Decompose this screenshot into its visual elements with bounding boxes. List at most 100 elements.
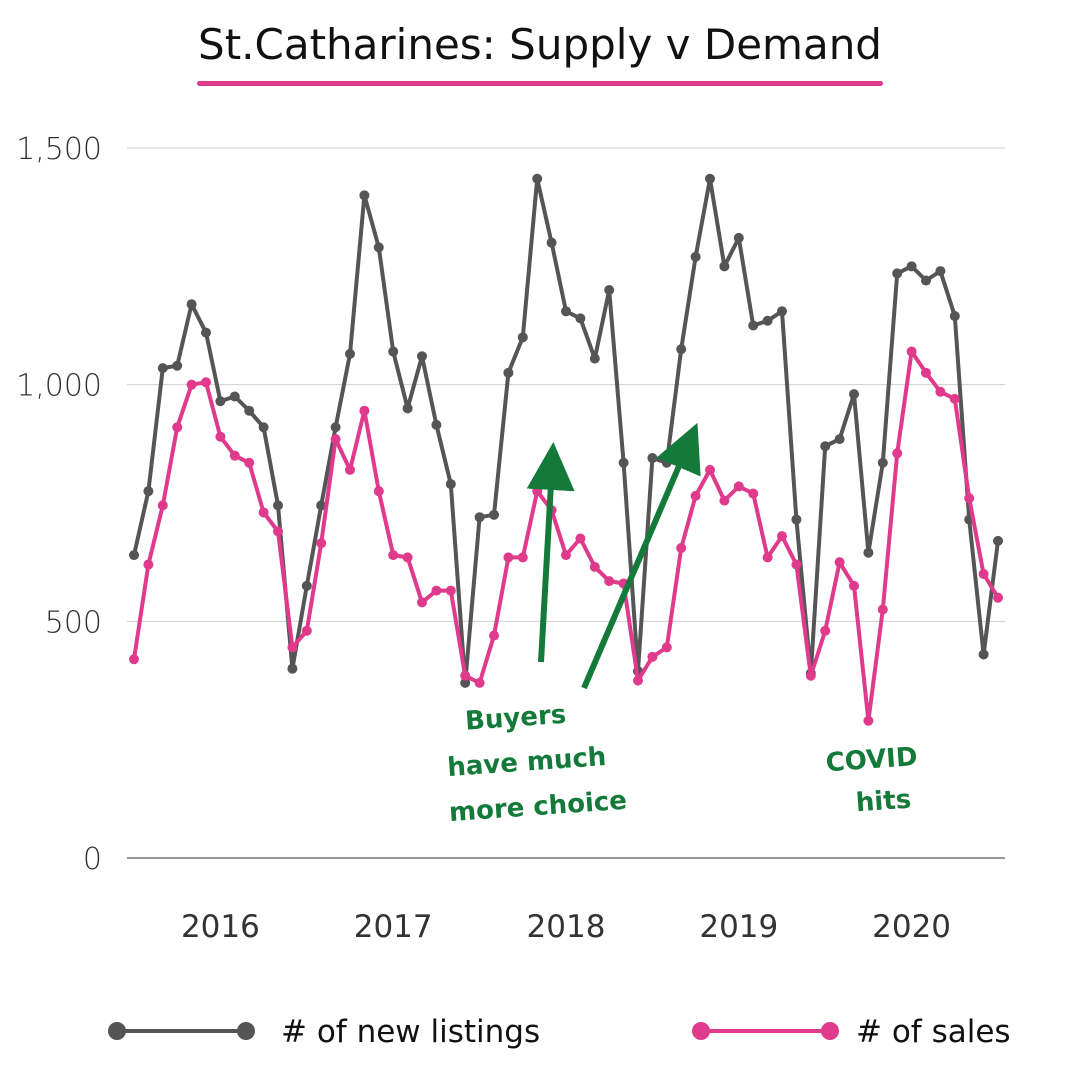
data-point [445,479,456,490]
data-point [762,552,773,563]
data-point [460,677,471,688]
data-point [301,625,312,636]
data-point [863,715,874,726]
data-point [301,580,312,591]
data-point [863,547,874,558]
y-tick-label: 500 [45,605,102,640]
data-point [330,422,341,433]
y-tick-label: 0 [83,842,102,877]
data-point [834,434,845,445]
data-point [834,557,845,568]
data-point [345,464,355,475]
data-point [474,677,485,688]
legend-marker [821,1022,839,1040]
data-point [820,625,831,636]
data-point [330,434,341,445]
data-point [777,306,787,317]
data-point [143,486,154,497]
data-point [172,360,183,371]
data-point [820,441,831,452]
data-point [877,457,888,468]
y-tick-label: 1,000 [16,369,102,404]
data-point [647,453,658,464]
data-point [762,315,773,326]
x-tick-label: 2017 [354,909,433,945]
data-point [575,313,586,324]
series-layer [129,173,1003,726]
data-point [503,367,514,378]
x-tick-label: 2019 [699,909,778,945]
data-point [978,649,989,660]
data-point [287,663,298,674]
data-point [517,552,528,563]
data-point [791,514,802,525]
data-point [589,561,600,572]
data-point [215,396,226,407]
legend-marker [692,1022,710,1040]
data-point [431,419,442,430]
data-point [417,597,427,608]
data-point [157,500,168,511]
data-point [546,237,557,248]
data-point [791,559,802,570]
data-point [676,344,687,355]
data-point [589,353,600,364]
annotation-arrow [526,442,575,663]
legend: # of new listings # of sales [108,1014,1011,1050]
data-point [402,552,413,563]
chart-title: St.Catharines: Supply v Demand [198,20,882,69]
data-point [993,535,1003,546]
data-point [733,481,744,492]
data-point [474,512,485,523]
data-point [719,261,730,272]
data-point [906,261,917,272]
annotation-line: COVID [825,742,919,778]
legend-label: # of new listings [281,1014,540,1050]
data-point [373,242,384,253]
data-point [229,450,240,461]
data-point [431,585,442,596]
data-point [373,486,384,497]
data-point [287,642,298,653]
data-point [316,538,327,549]
data-point [143,559,154,570]
data-point [561,550,571,561]
data-point [748,488,759,499]
data-point [201,327,211,338]
series-sales [129,346,1003,726]
annotation-line: hits [855,785,912,819]
series-new-listings [129,173,1003,688]
data-point [258,422,269,433]
data-point [359,190,370,201]
data-point [906,346,917,357]
data-point [258,507,269,518]
data-point [993,592,1003,603]
data-point [273,526,283,537]
data-point [489,509,499,520]
data-point [705,173,715,184]
data-point [157,363,168,374]
data-point [690,490,701,501]
data-point [489,630,499,641]
data-point [877,604,888,615]
data-point [388,550,399,561]
data-point [417,351,427,362]
x-tick-label: 2018 [527,909,606,945]
data-point [618,457,629,468]
data-point [402,403,413,414]
data-point [186,379,197,390]
data-point [503,552,514,563]
data-point [690,251,701,262]
data-point [445,585,456,596]
data-point [849,580,859,591]
data-point [849,389,859,400]
data-point [647,651,658,662]
data-point [949,311,960,322]
data-point [129,654,139,665]
data-point [359,405,370,416]
data-point [517,332,528,343]
data-point [719,495,730,506]
data-point [273,500,283,511]
data-point [129,550,139,561]
data-point [633,675,643,686]
